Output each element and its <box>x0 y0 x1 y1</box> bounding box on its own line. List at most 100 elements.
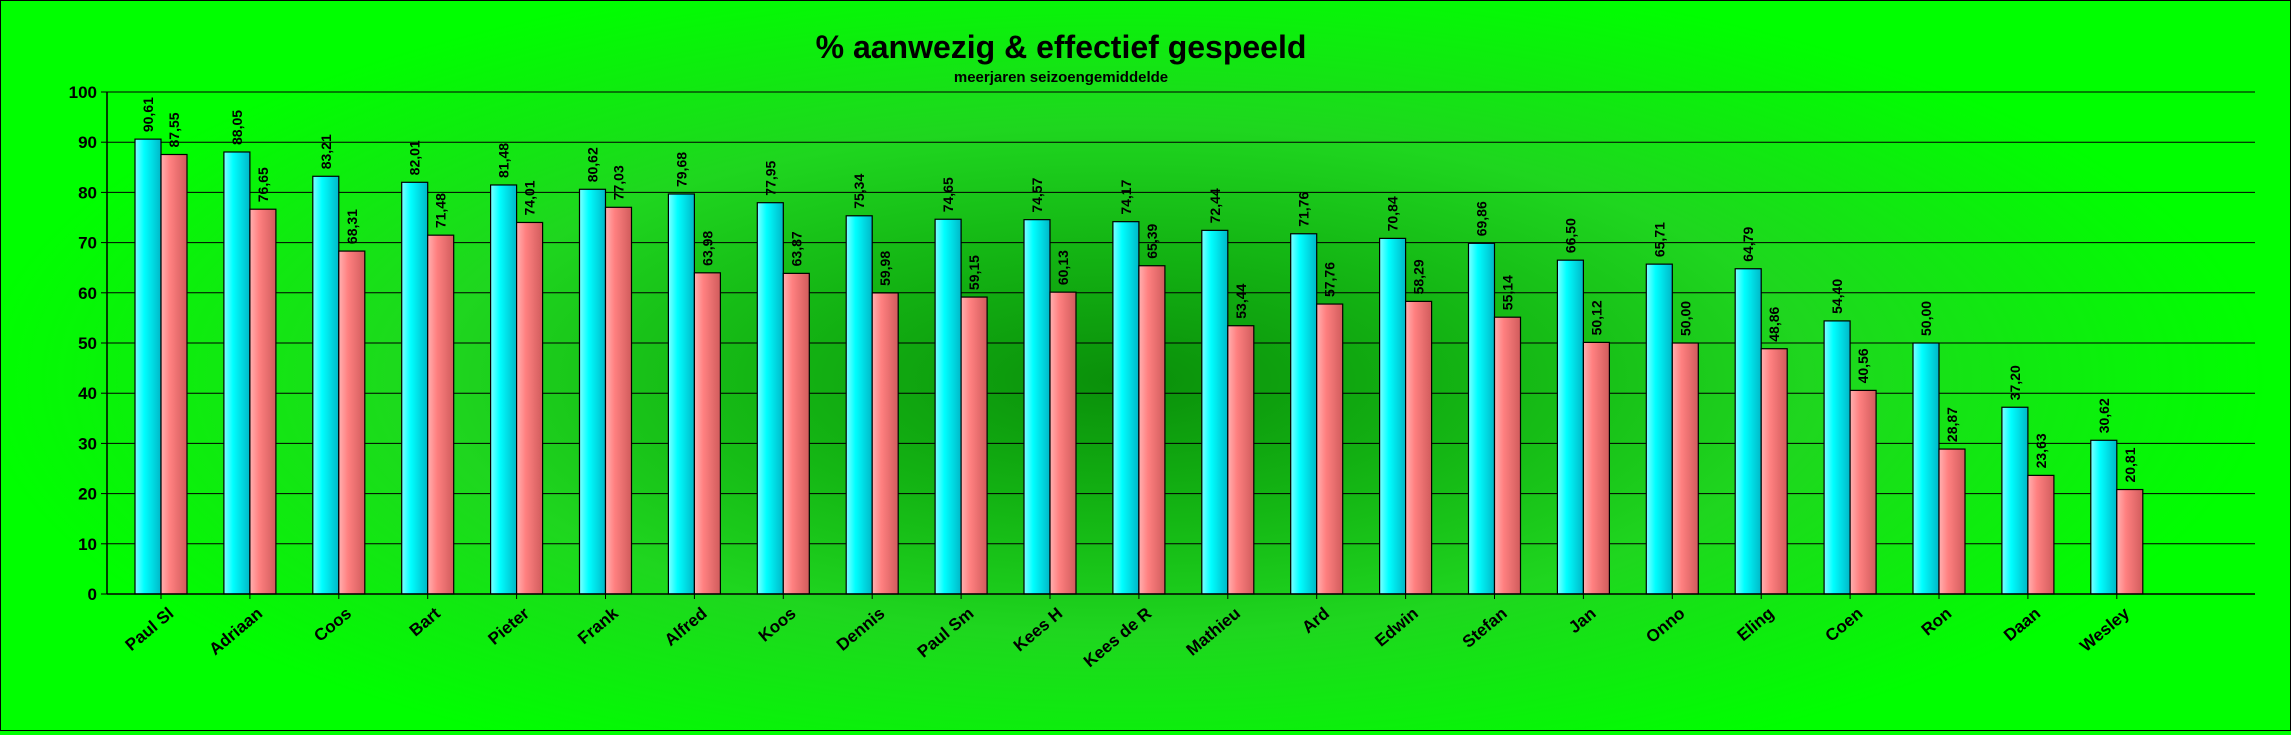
bar <box>249 208 277 595</box>
bar <box>578 188 607 595</box>
x-tick-label: Bart <box>406 603 445 640</box>
bar <box>1823 320 1851 595</box>
data-label: 74,65 <box>940 177 956 212</box>
data-label: 66,50 <box>1562 218 1578 253</box>
bar <box>960 296 988 595</box>
bar <box>1493 316 1522 595</box>
data-label: 76,65 <box>255 167 271 202</box>
data-labels: 90,61 87,55 88,05 76,65 83,21 68,31 82,01 71,48… <box>140 97 2138 483</box>
x-tick-label: Stefan <box>1459 604 1511 652</box>
y-tick-label: 20 <box>78 485 97 504</box>
bar <box>134 138 162 595</box>
bars <box>134 138 2144 595</box>
data-label: 75,34 <box>851 174 867 209</box>
data-label: 60,13 <box>1055 250 1071 285</box>
bar <box>1290 233 1318 595</box>
bar <box>2116 488 2144 595</box>
x-tick-label: Eling <box>1733 604 1777 645</box>
y-tick-label: 30 <box>78 434 97 453</box>
bar <box>427 234 455 595</box>
data-label: 59,15 <box>966 255 982 290</box>
data-label: 48,86 <box>1766 306 1782 341</box>
data-label: 54,40 <box>1829 279 1845 314</box>
y-tick-label: 10 <box>78 535 97 554</box>
chart-title: % aanwezig & effectief gespeeld <box>816 29 1307 65</box>
data-label: 63,87 <box>788 231 804 266</box>
x-tick-label: Edwin <box>1371 604 1422 651</box>
data-label: 74,57 <box>1029 177 1045 212</box>
y-tick-label: 0 <box>88 585 97 604</box>
x-tick-label: Adriaan <box>205 604 266 659</box>
bar <box>312 175 340 595</box>
x-tick-label: Mathieu <box>1183 604 1244 660</box>
bar <box>845 215 873 595</box>
y-tick-label: 60 <box>78 284 97 303</box>
bar <box>1049 291 1077 595</box>
x-tick-label: Ard <box>1298 604 1333 637</box>
data-label: 68,31 <box>344 209 360 244</box>
x-tick-label: Paul Sl <box>122 604 178 655</box>
bar <box>1316 303 1344 595</box>
bar <box>1912 342 1940 595</box>
y-tick-label: 50 <box>78 334 97 353</box>
bar <box>2090 439 2118 595</box>
x-tick-label: Jan <box>1565 604 1600 637</box>
data-label: 77,03 <box>611 165 627 200</box>
bar <box>934 218 962 595</box>
chart-subtitle: meerjaren seizoengemiddelde <box>954 69 1168 86</box>
bar <box>756 202 784 595</box>
bar <box>2027 474 2055 595</box>
data-label: 69,86 <box>1474 201 1490 236</box>
y-tick-label: 90 <box>78 133 97 152</box>
data-label: 83,21 <box>318 134 334 169</box>
data-label: 50,00 <box>1677 301 1693 336</box>
x-tick-label: Kees de R <box>1080 604 1155 671</box>
bar <box>1938 448 1966 595</box>
data-label: 90,61 <box>140 97 156 132</box>
bar <box>401 181 429 595</box>
bar <box>2001 406 2029 595</box>
bar <box>490 184 518 595</box>
data-label: 77,95 <box>762 160 778 195</box>
data-label: 82,01 <box>407 140 423 175</box>
data-label: 37,20 <box>2007 365 2023 400</box>
bar <box>223 151 251 595</box>
data-label: 74,17 <box>1118 179 1134 214</box>
bar <box>1112 221 1140 595</box>
bar <box>1138 265 1166 595</box>
data-label: 30,62 <box>2096 398 2112 433</box>
bar <box>1227 325 1255 595</box>
data-label: 72,44 <box>1207 188 1223 223</box>
data-label: 87,55 <box>166 112 182 147</box>
data-label: 81,48 <box>496 143 512 178</box>
x-tick-label: Frank <box>574 603 622 648</box>
y-tick-label: 40 <box>78 384 97 403</box>
data-label: 80,62 <box>585 147 601 182</box>
data-label: 88,05 <box>229 110 245 145</box>
x-tick-label: Wesley <box>2076 603 2133 655</box>
x-tick-label: Daan <box>2000 604 2044 645</box>
bar <box>693 272 722 595</box>
data-label: 55,14 <box>1500 275 1516 310</box>
y-tick-label: 70 <box>78 234 97 253</box>
data-label: 20,81 <box>2122 447 2138 482</box>
x-tick-label: Coos <box>310 604 355 646</box>
x-tick-label: Kees H <box>1010 604 1066 656</box>
data-label: 63,98 <box>699 231 715 266</box>
bar <box>1556 259 1585 595</box>
data-label: 50,12 <box>1588 300 1604 335</box>
data-label: 65,39 <box>1144 223 1160 258</box>
x-tick-label: Coen <box>1822 604 1867 646</box>
data-label: 79,68 <box>673 152 689 187</box>
y-tick-label: 100 <box>69 83 97 102</box>
data-label: 28,87 <box>1944 407 1960 442</box>
x-tick-label: Dennis <box>833 604 889 655</box>
x-tick-label: Pieter <box>484 603 533 648</box>
bar <box>604 206 633 595</box>
data-label: 57,76 <box>1322 262 1338 297</box>
bar <box>871 292 899 595</box>
bar <box>515 221 544 595</box>
data-label: 71,76 <box>1296 192 1312 227</box>
gridlines <box>107 91 2255 595</box>
